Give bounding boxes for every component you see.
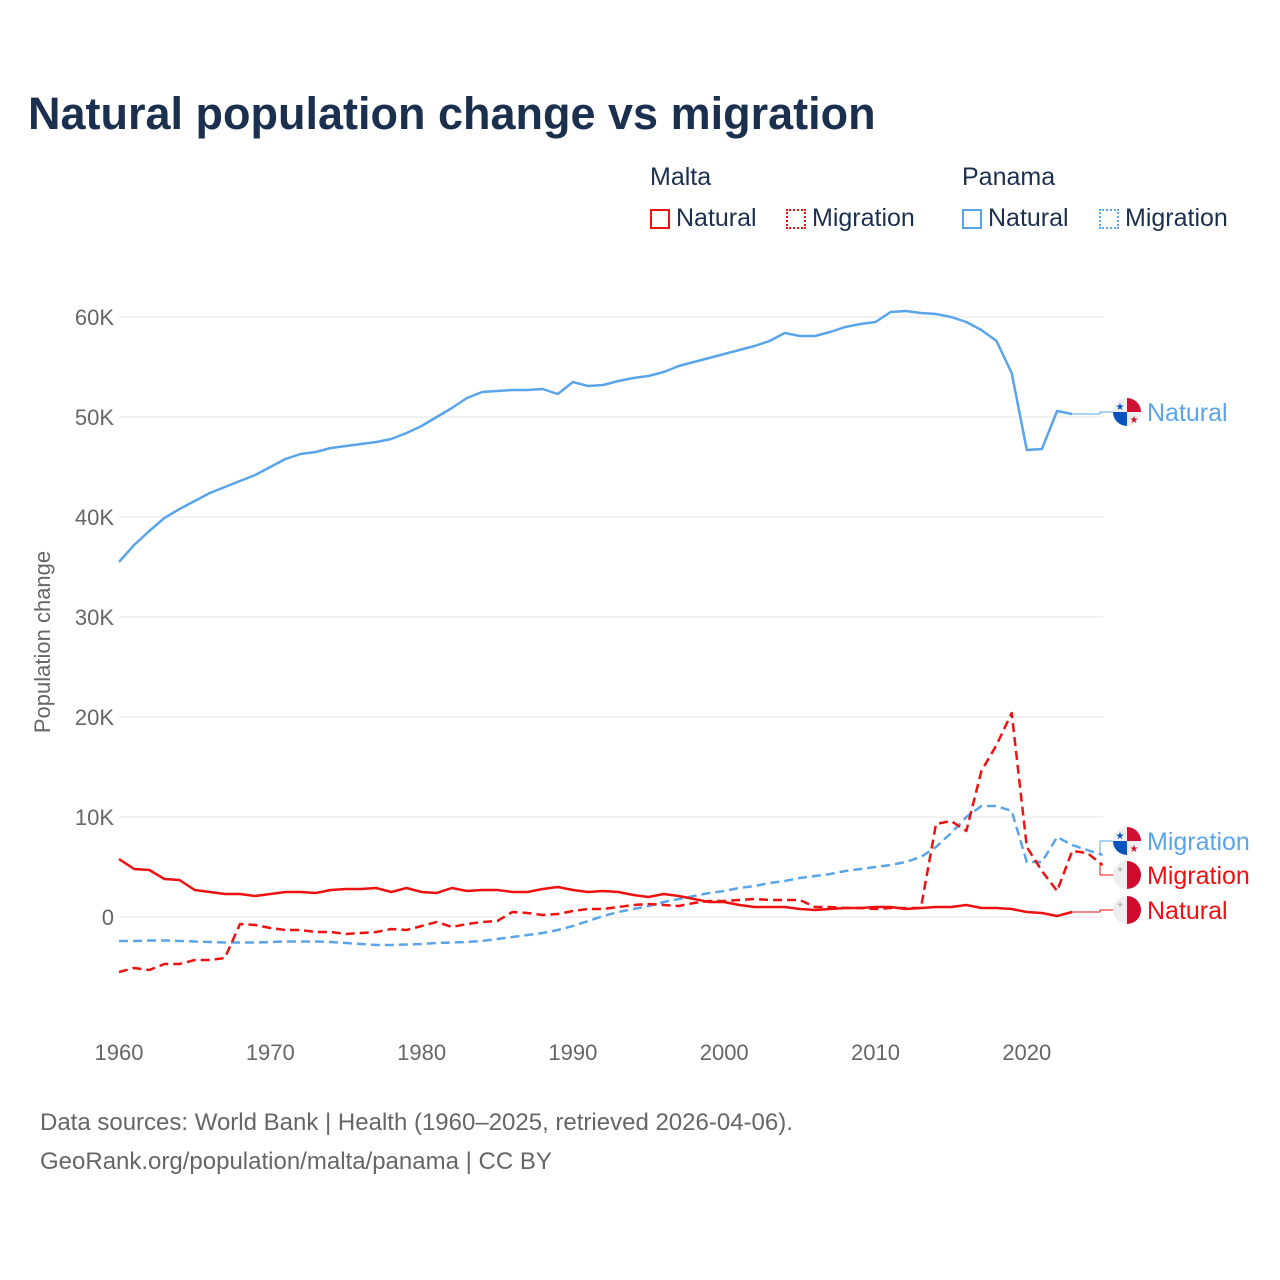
flag-half xyxy=(1127,896,1141,924)
y-tick-label: 40K xyxy=(75,505,114,530)
legend-malta-natural[interactable]: Natural xyxy=(650,204,757,233)
y-tick-label: 50K xyxy=(75,405,114,430)
cross-icon: + xyxy=(1117,900,1123,911)
legend-panama-migration[interactable]: Migration xyxy=(1099,204,1228,233)
flag-quarter xyxy=(1113,412,1127,426)
y-axis-label: Population change xyxy=(30,551,55,733)
x-tick-label: 1990 xyxy=(548,1040,597,1065)
label-connector xyxy=(1099,864,1113,876)
star-icon: ★ xyxy=(1130,844,1139,855)
legend-group-malta: Malta xyxy=(650,163,712,191)
x-tick-label: 1960 xyxy=(95,1040,144,1065)
flag-quarter xyxy=(1127,398,1141,412)
y-tick-label: 20K xyxy=(75,705,114,730)
legend-panama-natural[interactable]: Natural xyxy=(962,204,1069,233)
label-connector xyxy=(1072,909,1113,913)
star-icon: ★ xyxy=(1130,415,1139,426)
series-line-malta-migration xyxy=(118,711,1104,974)
flag-quarter xyxy=(1127,827,1141,841)
x-tick-label: 1980 xyxy=(397,1040,446,1065)
x-tick-label: 2020 xyxy=(1002,1040,1051,1065)
flag-half xyxy=(1127,861,1141,889)
dotted-swatch-icon xyxy=(786,208,806,229)
solid-swatch-icon xyxy=(650,208,670,229)
series-line-malta-natural xyxy=(118,857,1073,918)
legend-malta-migration[interactable]: Migration xyxy=(786,204,915,233)
star-icon: ★ xyxy=(1116,831,1125,842)
series-line-panama-migration xyxy=(119,804,1103,947)
dotted-swatch-icon xyxy=(1099,208,1119,229)
chart-title: Natural population change vs migration xyxy=(28,88,876,139)
source-line-1: Data sources: World Bank | Health (1960–… xyxy=(40,1109,793,1136)
flag-quarter xyxy=(1113,841,1127,855)
legend-group-panama: Panama xyxy=(962,163,1056,191)
x-tick-label: 2000 xyxy=(700,1040,749,1065)
cross-icon: + xyxy=(1117,865,1123,876)
y-tick-label: 0 xyxy=(102,905,114,930)
x-tick-label: 1970 xyxy=(246,1040,295,1065)
series-end-label: Migration xyxy=(1147,862,1250,890)
y-tick-label: 30K xyxy=(75,605,114,630)
y-tick-label: 60K xyxy=(75,305,114,330)
source-line-2[interactable]: GeoRank.org/population/malta/panama | CC… xyxy=(40,1148,552,1175)
series-line-panama-natural xyxy=(118,309,1073,563)
y-tick-label: 10K xyxy=(75,805,114,830)
x-tick-label: 2010 xyxy=(851,1040,900,1065)
series-end-label: Migration xyxy=(1147,828,1250,856)
star-icon: ★ xyxy=(1116,402,1125,413)
solid-swatch-icon xyxy=(962,208,982,229)
label-connector xyxy=(1072,411,1113,415)
label-connector xyxy=(1099,840,1113,856)
series-end-label: Natural xyxy=(1147,897,1228,925)
series-end-label: Natural xyxy=(1147,399,1228,427)
